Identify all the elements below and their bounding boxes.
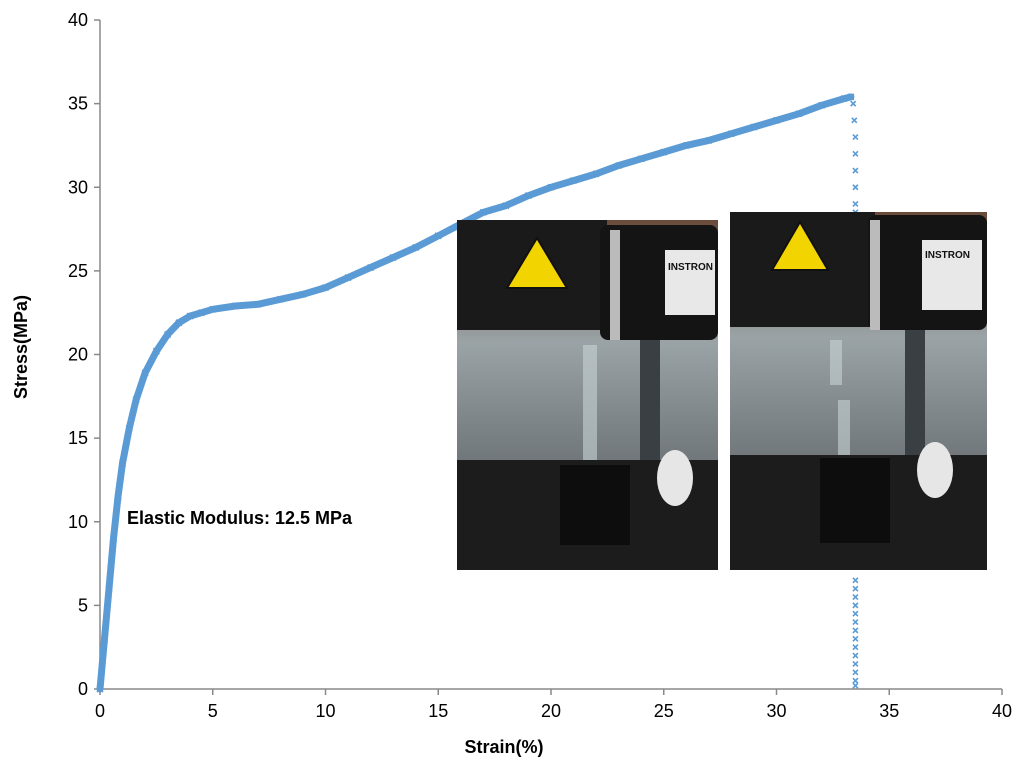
data-point bbox=[852, 682, 859, 689]
data-point bbox=[367, 263, 375, 272]
data-point bbox=[254, 300, 262, 308]
data-point bbox=[164, 330, 172, 338]
data-point bbox=[209, 305, 217, 313]
data-point bbox=[795, 110, 803, 118]
data-point bbox=[818, 101, 826, 109]
elastic-modulus-annotation: Elastic Modulus: 12.5 MPa bbox=[127, 508, 353, 528]
data-point bbox=[276, 295, 284, 303]
data-point bbox=[125, 424, 133, 432]
data-point bbox=[750, 123, 758, 131]
data-point bbox=[852, 627, 859, 634]
y-axis-title: Stress(MPa) bbox=[11, 295, 31, 399]
data-point bbox=[231, 302, 239, 310]
data-point bbox=[434, 232, 442, 240]
y-tick-label: 0 bbox=[78, 679, 88, 699]
inset-photo-before-test: INSTRON bbox=[457, 220, 718, 570]
x-tick-label: 25 bbox=[654, 701, 674, 721]
series-line-loading bbox=[96, 93, 855, 693]
data-point bbox=[502, 202, 510, 210]
data-point bbox=[852, 644, 859, 651]
data-point bbox=[852, 610, 859, 617]
data-point bbox=[852, 677, 859, 684]
data-point bbox=[852, 602, 859, 609]
x-tick-label: 5 bbox=[208, 701, 218, 721]
y-tick-label: 10 bbox=[68, 512, 88, 532]
data-point bbox=[852, 660, 859, 667]
y-tick-label: 15 bbox=[68, 428, 88, 448]
y-tick-label: 35 bbox=[68, 94, 88, 114]
y-tick-label: 30 bbox=[68, 177, 88, 197]
data-point bbox=[547, 183, 555, 191]
x-tick-label: 10 bbox=[315, 701, 335, 721]
data-point bbox=[412, 243, 420, 252]
data-point bbox=[344, 273, 352, 282]
data-point bbox=[660, 148, 668, 156]
data-point bbox=[132, 396, 140, 404]
data-point bbox=[852, 652, 859, 659]
data-point bbox=[852, 184, 859, 191]
data-point bbox=[851, 117, 858, 124]
data-point bbox=[682, 141, 690, 150]
y-tick-label: 40 bbox=[68, 10, 88, 30]
inset-label: INSTRON bbox=[668, 262, 713, 273]
x-tick-label: 30 bbox=[766, 701, 786, 721]
data-point bbox=[847, 93, 855, 101]
data-point bbox=[852, 635, 859, 642]
data-point bbox=[118, 459, 127, 467]
x-tick-label: 40 bbox=[992, 701, 1012, 721]
warning-sign-icon bbox=[770, 220, 830, 271]
data-point bbox=[197, 309, 206, 317]
inset-label: INSTRON bbox=[925, 250, 970, 261]
x-tick-label: 15 bbox=[428, 701, 448, 721]
data-point bbox=[524, 192, 533, 200]
data-point bbox=[152, 347, 160, 355]
data-point bbox=[389, 253, 397, 262]
y-tick-label: 5 bbox=[78, 595, 88, 615]
data-point bbox=[299, 290, 307, 298]
data-point bbox=[852, 200, 859, 208]
data-point bbox=[175, 319, 183, 327]
data-point bbox=[727, 130, 735, 138]
x-axis-title: Strain(%) bbox=[464, 737, 543, 757]
data-point bbox=[852, 669, 859, 676]
data-point bbox=[852, 167, 859, 174]
data-point bbox=[141, 369, 149, 377]
data-point bbox=[705, 136, 713, 144]
series-points bbox=[96, 93, 859, 693]
data-point bbox=[850, 100, 857, 107]
y-tick-label: 20 bbox=[68, 345, 88, 365]
warning-sign-icon bbox=[505, 236, 569, 289]
data-point bbox=[96, 685, 104, 693]
data-point bbox=[852, 134, 859, 141]
y-ticks: 0 5 10 15 20 25 30 35 40 bbox=[68, 10, 100, 699]
data-point bbox=[852, 577, 859, 584]
data-point bbox=[109, 534, 118, 543]
data-point bbox=[479, 208, 487, 216]
data-point bbox=[637, 155, 645, 163]
data-point bbox=[100, 635, 109, 643]
x-tick-label: 20 bbox=[541, 701, 561, 721]
data-point bbox=[852, 150, 859, 157]
data-point bbox=[852, 593, 859, 601]
data-point bbox=[852, 619, 859, 626]
data-point bbox=[615, 161, 623, 170]
data-point bbox=[569, 176, 578, 185]
data-point bbox=[592, 170, 600, 178]
y-tick-label: 25 bbox=[68, 261, 88, 281]
data-point bbox=[114, 493, 122, 501]
data-point bbox=[840, 95, 848, 103]
inset-photo-after-break: INSTRON bbox=[730, 212, 987, 570]
x-tick-label: 0 bbox=[95, 701, 105, 721]
data-point bbox=[772, 116, 781, 124]
x-ticks: 0 5 10 15 20 25 30 35 40 bbox=[95, 689, 1012, 721]
data-point bbox=[852, 585, 859, 592]
data-point bbox=[321, 284, 330, 292]
x-tick-label: 35 bbox=[879, 701, 899, 721]
data-point bbox=[186, 312, 194, 320]
data-point bbox=[105, 585, 113, 593]
